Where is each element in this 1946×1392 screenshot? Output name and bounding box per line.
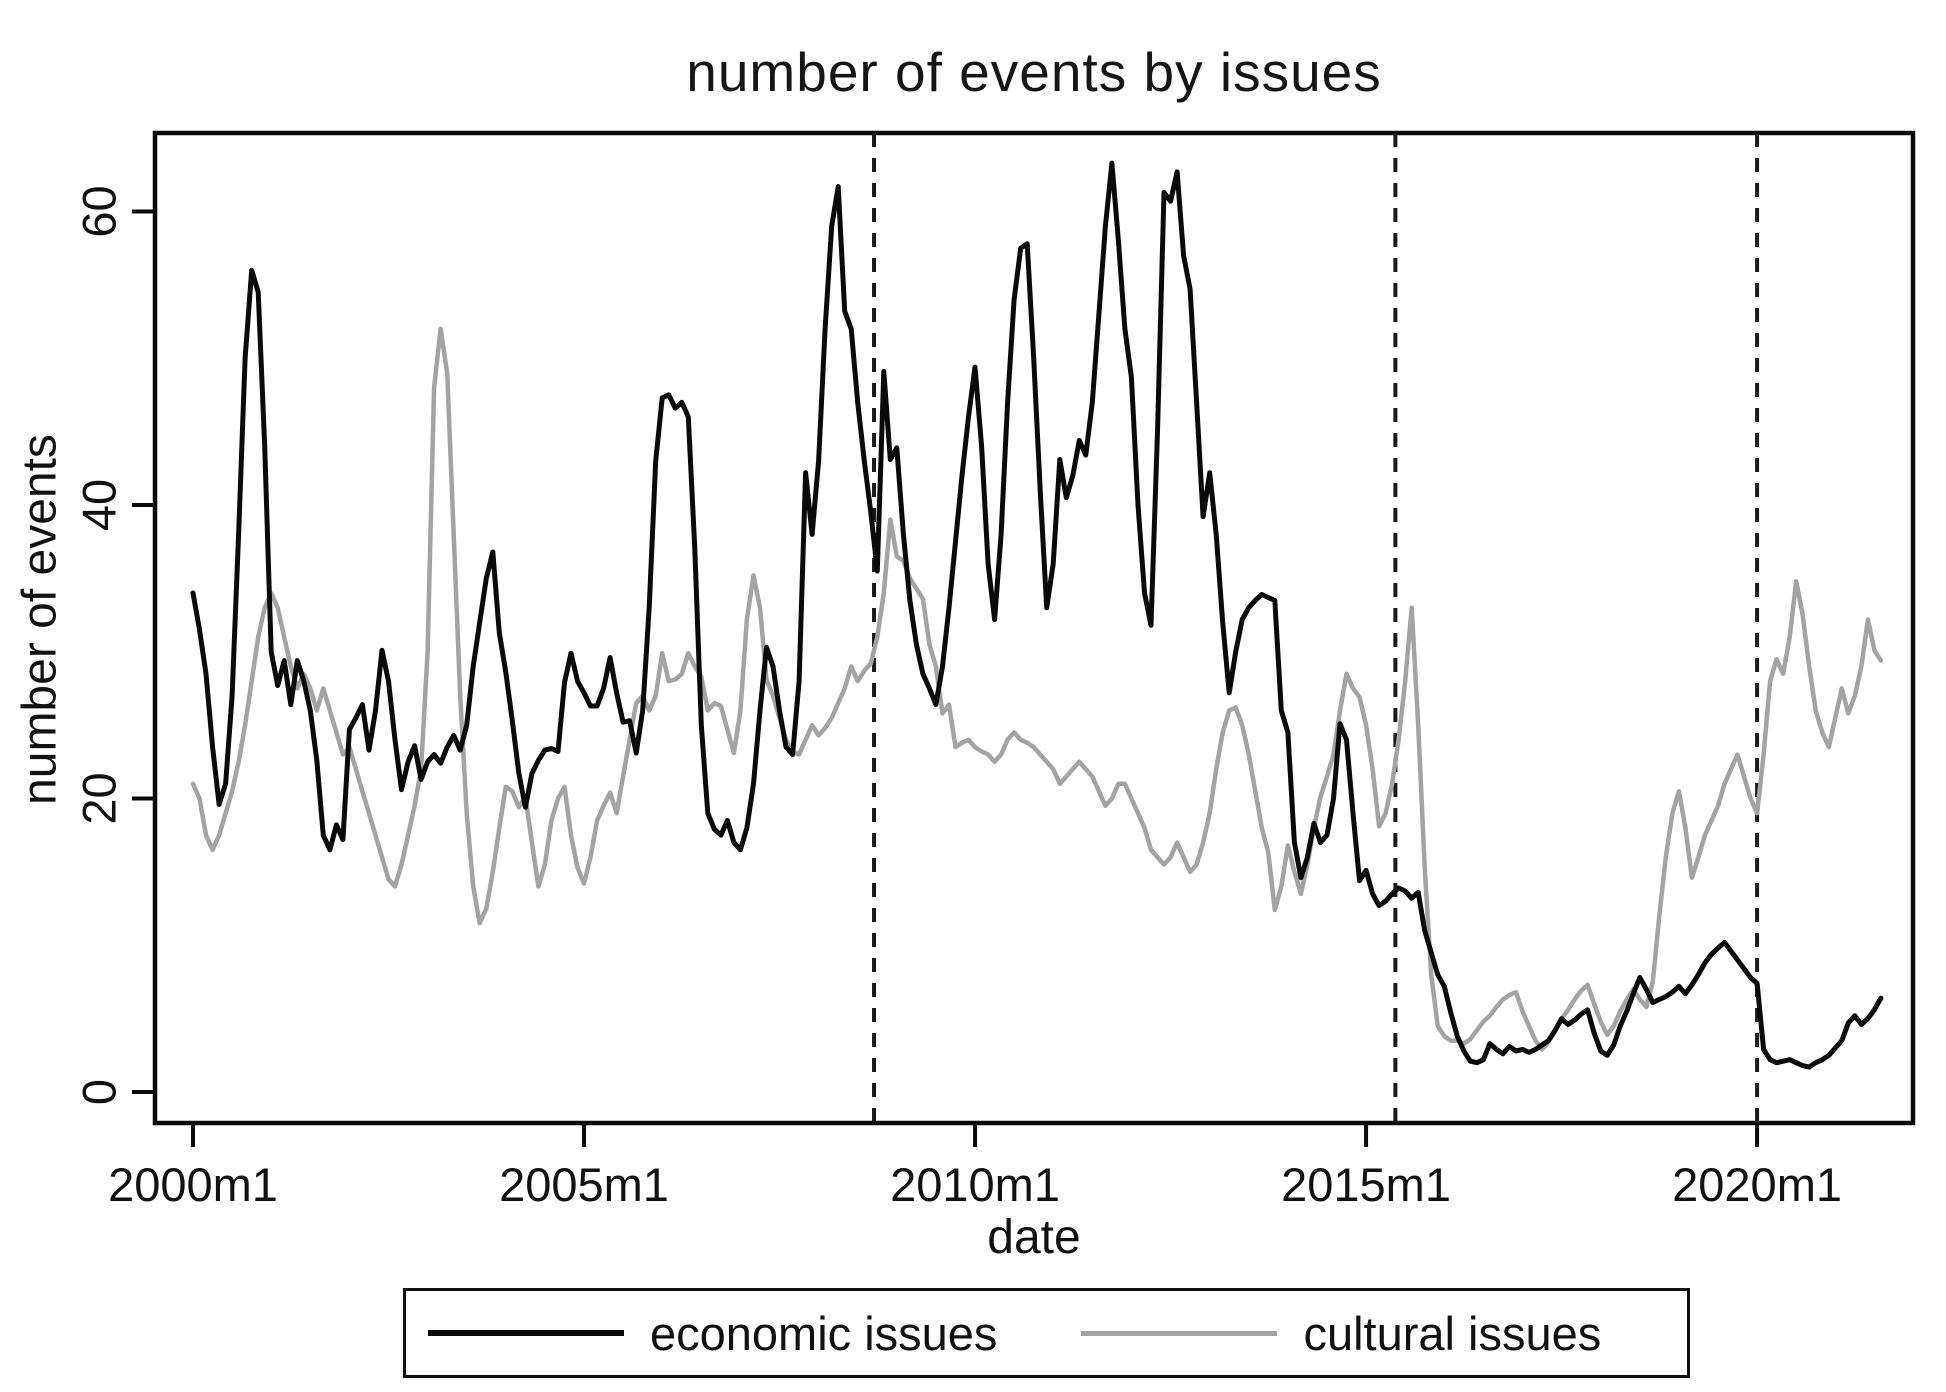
legend-label-economic: economic issues — [650, 1306, 998, 1360]
x-tick-label: 2015m1 — [1281, 1158, 1451, 1211]
x-axis-title: date — [987, 1211, 1081, 1264]
plot-frame — [152, 130, 1916, 1126]
legend-label-cultural: cultural issues — [1303, 1306, 1602, 1360]
x-tick-label: 2000m1 — [108, 1158, 278, 1211]
cultural-issues-line — [190, 326, 1884, 1052]
x-tick-label: 2020m1 — [1672, 1158, 1842, 1211]
cultural-line-swatch — [1081, 1330, 1278, 1336]
chart-title: number of events by issues — [686, 41, 1382, 103]
y-tick-label: 60 — [73, 185, 126, 237]
y-tick-label: 20 — [73, 772, 126, 824]
legend-item-economic: economic issues — [428, 1306, 997, 1361]
x-tick-label: 2005m1 — [499, 1158, 669, 1211]
y-tick-label: 0 — [73, 1079, 126, 1105]
y-tick-label: 40 — [73, 479, 126, 531]
economic-issues-line — [190, 160, 1884, 1070]
legend: economic issues cultural issues — [403, 1288, 1690, 1378]
economic-line-swatch — [428, 1330, 624, 1336]
legend-item-cultural: cultural issues — [1081, 1306, 1601, 1361]
x-tick-label: 2010m1 — [890, 1158, 1060, 1211]
